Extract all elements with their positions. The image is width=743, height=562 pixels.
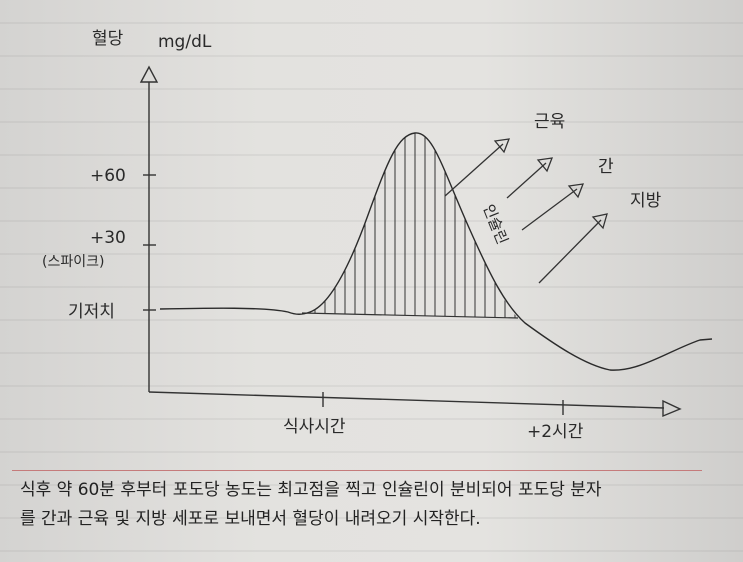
y-tick-plus60: +60 <box>90 166 126 186</box>
flow-arrow-liver <box>506 157 554 199</box>
x-tick-plus-2h: +2시간 <box>527 422 584 442</box>
caption-line-2: 를 간과 근육 및 지방 세포로 보내면서 혈당이 내려오기 시작한다. <box>20 509 481 529</box>
glucose-curve <box>159 132 713 371</box>
insulin-label: 인슐린 <box>479 202 511 247</box>
x-axis-line <box>148 391 665 409</box>
figure-caption: 식후 약 60분 후부터 포도당 농도는 최고점을 찍고 인슐린이 분비되어 포… <box>20 476 720 534</box>
x-axis-arrowhead <box>662 399 682 418</box>
y-axis-title: 혈당 <box>92 29 124 49</box>
spike-base-line <box>301 312 519 319</box>
target-fat: 지방 <box>630 191 662 211</box>
y-axis-unit: mg/dL <box>158 32 212 52</box>
caption-line-1: 식후 약 60분 후부터 포도당 농도는 최고점을 찍고 인슐린이 분비되어 포… <box>20 480 602 500</box>
caption-divider <box>12 470 702 471</box>
y-tick-plus30: +30 <box>90 228 126 248</box>
flow-arrow-fat <box>538 213 608 284</box>
y-tick-spike: (스파이크) <box>42 254 104 270</box>
y-axis-arrowhead <box>139 65 159 83</box>
flow-arrow-muscle <box>444 138 511 197</box>
flow-arrow-liver-2 <box>521 183 585 231</box>
blood-glucose-diagram: 혈당 mg/dL +60 +30 (스파이크) 기저치 식사시간 +2시간 <box>42 29 713 442</box>
target-liver: 간 <box>598 157 614 177</box>
y-tick-baseline: 기저치 <box>68 302 115 322</box>
x-tick-meal-time: 식사시간 <box>283 417 346 437</box>
target-muscle: 근육 <box>534 112 565 132</box>
